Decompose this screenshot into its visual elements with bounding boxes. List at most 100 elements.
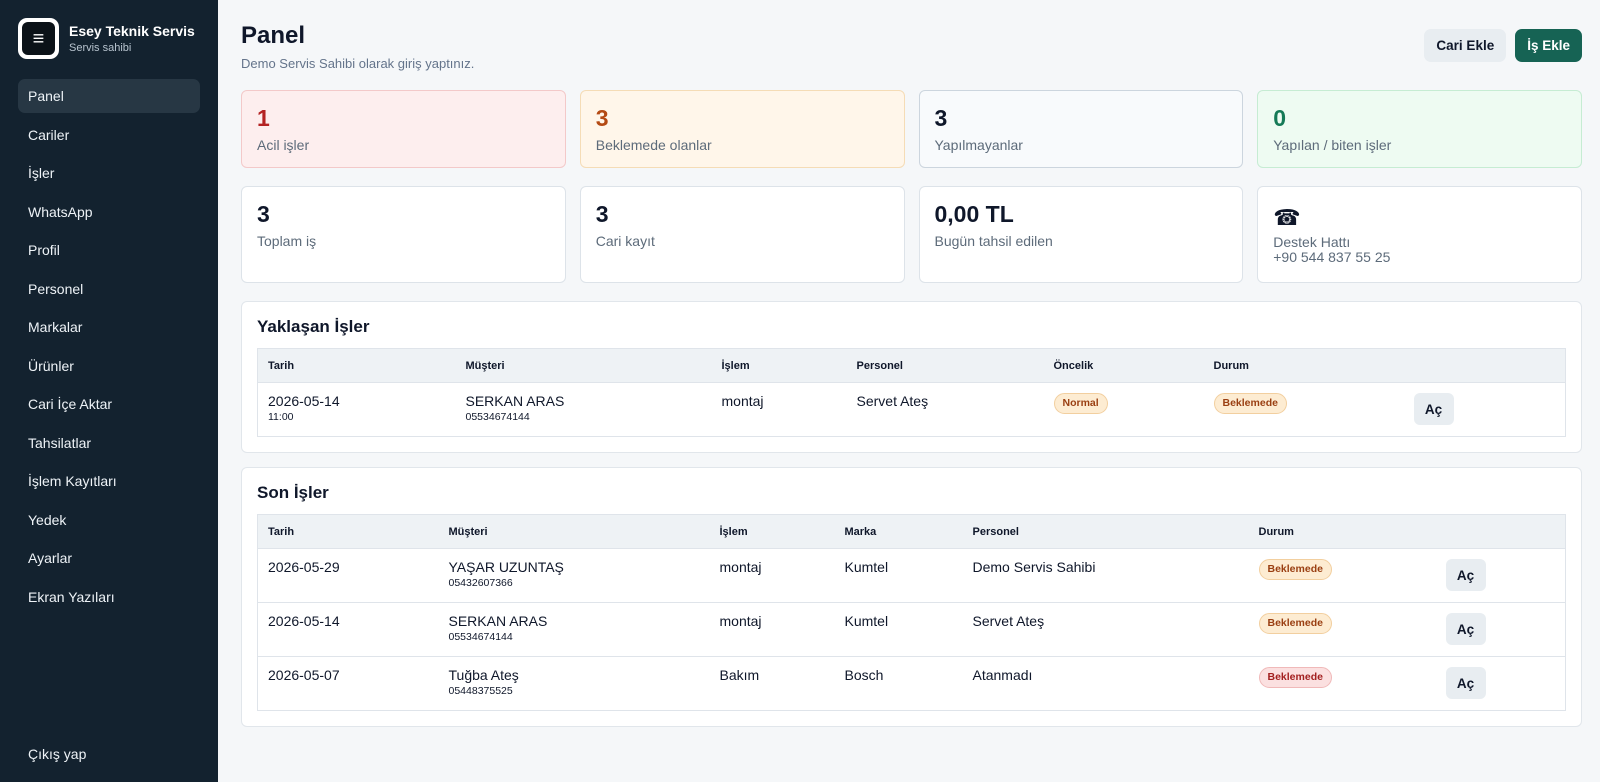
stats-row-summary: 3 Toplam iş 3 Cari kayıt 0,00 TL Bugün t… — [241, 186, 1582, 283]
stats-row-status: 1 Acil işler 3 Beklemede olanlar 3 Yapıl… — [241, 90, 1582, 168]
brand-subtitle: Servis sahibi — [69, 42, 132, 54]
cell-staff: Demo Servis Sahibi — [962, 548, 1249, 603]
cell-date: 2026-05-29 — [257, 548, 439, 603]
sidebar-item-isler[interactable]: İşler — [28, 165, 55, 181]
sidebar-item-panel[interactable]: Panel — [18, 79, 200, 113]
sidebar-item-cariler[interactable]: Cariler — [28, 126, 70, 143]
cell-status: Beklemede — [1248, 656, 1436, 711]
stat-value: 3 — [595, 201, 609, 227]
sidebar-item-cari-ice-aktar[interactable]: Cari İçe Aktar — [28, 396, 113, 412]
cell-operation: montaj — [711, 382, 847, 437]
sidebar-item-islem-kayitlari[interactable]: İşlem Kayıtları — [28, 473, 117, 489]
sidebar-item-urunler[interactable]: Ürünler — [28, 357, 74, 374]
cell-actions: Aç — [1435, 548, 1566, 603]
stat-value: 0 — [1273, 105, 1287, 131]
column-header: Tarih — [268, 525, 295, 538]
column-header: Durum — [1213, 359, 1249, 372]
sidebar-item-ekran-yazilari[interactable]: Ekran Yazıları — [28, 588, 115, 605]
cell-date: 2026-05-14 11:00 — [257, 382, 456, 437]
stat-label: Toplam iş — [257, 233, 317, 249]
stat-value: 3 — [595, 105, 609, 131]
upcoming-jobs-table: Tarih Müşteri İşlem Personel Öncelik Dur… — [257, 348, 1566, 437]
customer-phone: 05448375525 — [448, 685, 513, 697]
stat-label: Bugün tahsil edilen — [934, 233, 1053, 249]
stat-label: Yapılan / biten işler — [1273, 137, 1392, 153]
column-header: Personel — [972, 525, 1019, 538]
sidebar-item-ayarlar[interactable]: Ayarlar — [28, 550, 73, 566]
cell-staff: Servet Ateş — [846, 382, 1044, 437]
sidebar-item-profil[interactable]: Profil — [28, 242, 60, 258]
cell-operation: montaj — [709, 602, 835, 657]
cell-customer: SERKAN ARAS 05534674144 — [455, 382, 712, 437]
column-header: İşlem — [721, 359, 750, 372]
brand-logo: ≡ — [18, 18, 59, 59]
open-job-button[interactable]: Aç — [1445, 667, 1486, 699]
cell-status: Beklemede — [1248, 602, 1436, 657]
recent-jobs-card: Son İşler Tarih Müşteri İşlem Marka Pers… — [241, 467, 1582, 727]
logout-link[interactable]: Çıkış yap — [28, 746, 87, 762]
cell-customer: SERKAN ARAS 05534674144 — [438, 602, 710, 657]
status-badge: Beklemede — [1258, 667, 1332, 688]
add-job-button[interactable]: İş Ekle — [1515, 29, 1582, 62]
cell-brand: Bosch — [834, 656, 963, 711]
customer-name: YAŞAR UZUNTAŞ — [448, 559, 564, 575]
cell-brand: Kumtel — [834, 548, 963, 603]
recent-jobs-table: Tarih Müşteri İşlem Marka Personel Durum… — [257, 514, 1566, 711]
customer-name: Tuğba Ateş — [448, 667, 519, 683]
stat-done[interactable]: 0 Yapılan / biten işler — [1257, 90, 1582, 168]
cell-operation: montaj — [709, 548, 835, 603]
brand-name: Esey Teknik Servis — [69, 23, 195, 39]
status-badge: Beklemede — [1258, 559, 1332, 580]
column-header: Marka — [844, 525, 877, 538]
phone-icon: ☎ — [1273, 205, 1301, 230]
open-job-button[interactable]: Aç — [1413, 393, 1454, 425]
sidebar: ≡ Esey Teknik Servis Servis sahibi Panel… — [0, 0, 218, 782]
stat-collected-today: 0,00 TL Bugün tahsil edilen — [918, 186, 1244, 283]
stat-not-done[interactable]: 3 Yapılmayanlar — [918, 90, 1244, 168]
support-phone[interactable]: +90 544 837 55 25 — [1273, 249, 1391, 265]
time-value: 11:00 — [268, 411, 294, 423]
stat-label: Cari kayıt — [595, 233, 655, 249]
table-row: 2026-05-29 YAŞAR UZUNTAŞ 05432607366 mont… — [257, 548, 1566, 603]
cell-status: Beklemede — [1248, 548, 1436, 603]
brand: ≡ Esey Teknik Servis Servis sahibi — [18, 18, 200, 59]
date-value: 2026-05-14 — [268, 393, 340, 409]
page-title: Panel — [241, 22, 306, 49]
add-account-button[interactable]: Cari Ekle — [1424, 29, 1507, 62]
customer-phone: 05534674144 — [465, 411, 530, 423]
customer-phone: 05534674144 — [448, 631, 513, 643]
cell-operation: Bakım — [709, 656, 835, 711]
priority-badge: Normal — [1053, 393, 1108, 414]
column-header-actions — [1404, 349, 1566, 383]
upcoming-jobs-card: Yaklaşan İşler Tarih Müşteri İşlem Perso… — [241, 301, 1582, 453]
sidebar-item-whatsapp[interactable]: WhatsApp — [28, 203, 93, 220]
stat-total-jobs: 3 Toplam iş — [241, 186, 566, 283]
column-header: Müşteri — [448, 525, 488, 538]
sidebar-item-yedek[interactable]: Yedek — [28, 511, 67, 528]
sidebar-item-markalar[interactable]: Markalar — [28, 319, 83, 335]
sidebar-item-personel[interactable]: Personel — [28, 280, 84, 297]
column-header: Tarih — [268, 359, 295, 372]
page-header: Panel Demo Servis Sahibi olarak giriş ya… — [241, 22, 1582, 90]
column-header: Personel — [856, 359, 903, 372]
stat-urgent[interactable]: 1 Acil işler — [241, 90, 566, 168]
stat-pending[interactable]: 3 Beklemede olanlar — [579, 90, 905, 168]
stat-label: Yapılmayanlar — [934, 137, 1023, 153]
column-header: Durum — [1258, 525, 1294, 538]
sidebar-nav: Panel Cariler İşler WhatsApp Profil Pers… — [18, 79, 200, 614]
page-subtitle: Demo Servis Sahibi olarak giriş yaptınız… — [241, 56, 475, 71]
open-job-button[interactable]: Aç — [1445, 613, 1486, 645]
column-header: İşlem — [719, 525, 748, 538]
table-row: 2026-05-14 11:00 SERKAN ARAS 05534674144 m… — [257, 382, 1566, 437]
sidebar-item-tahsilatlar[interactable]: Tahsilatlar — [28, 434, 92, 451]
open-job-button[interactable]: Aç — [1445, 559, 1486, 591]
customer-phone: 05432607366 — [448, 577, 513, 589]
stat-value: 3 — [934, 105, 948, 131]
upcoming-jobs-title: Yaklaşan İşler — [257, 317, 370, 336]
table-row: 2026-05-07 Tuğba Ateş 05448375525 Bakım B… — [257, 656, 1566, 711]
main-content: Panel Demo Servis Sahibi olarak giriş ya… — [218, 0, 1600, 782]
column-header: Müşteri — [465, 359, 505, 372]
support-card: ☎ Destek Hattı +90 544 837 55 25 — [1257, 186, 1582, 283]
customer-name: SERKAN ARAS — [448, 613, 548, 629]
